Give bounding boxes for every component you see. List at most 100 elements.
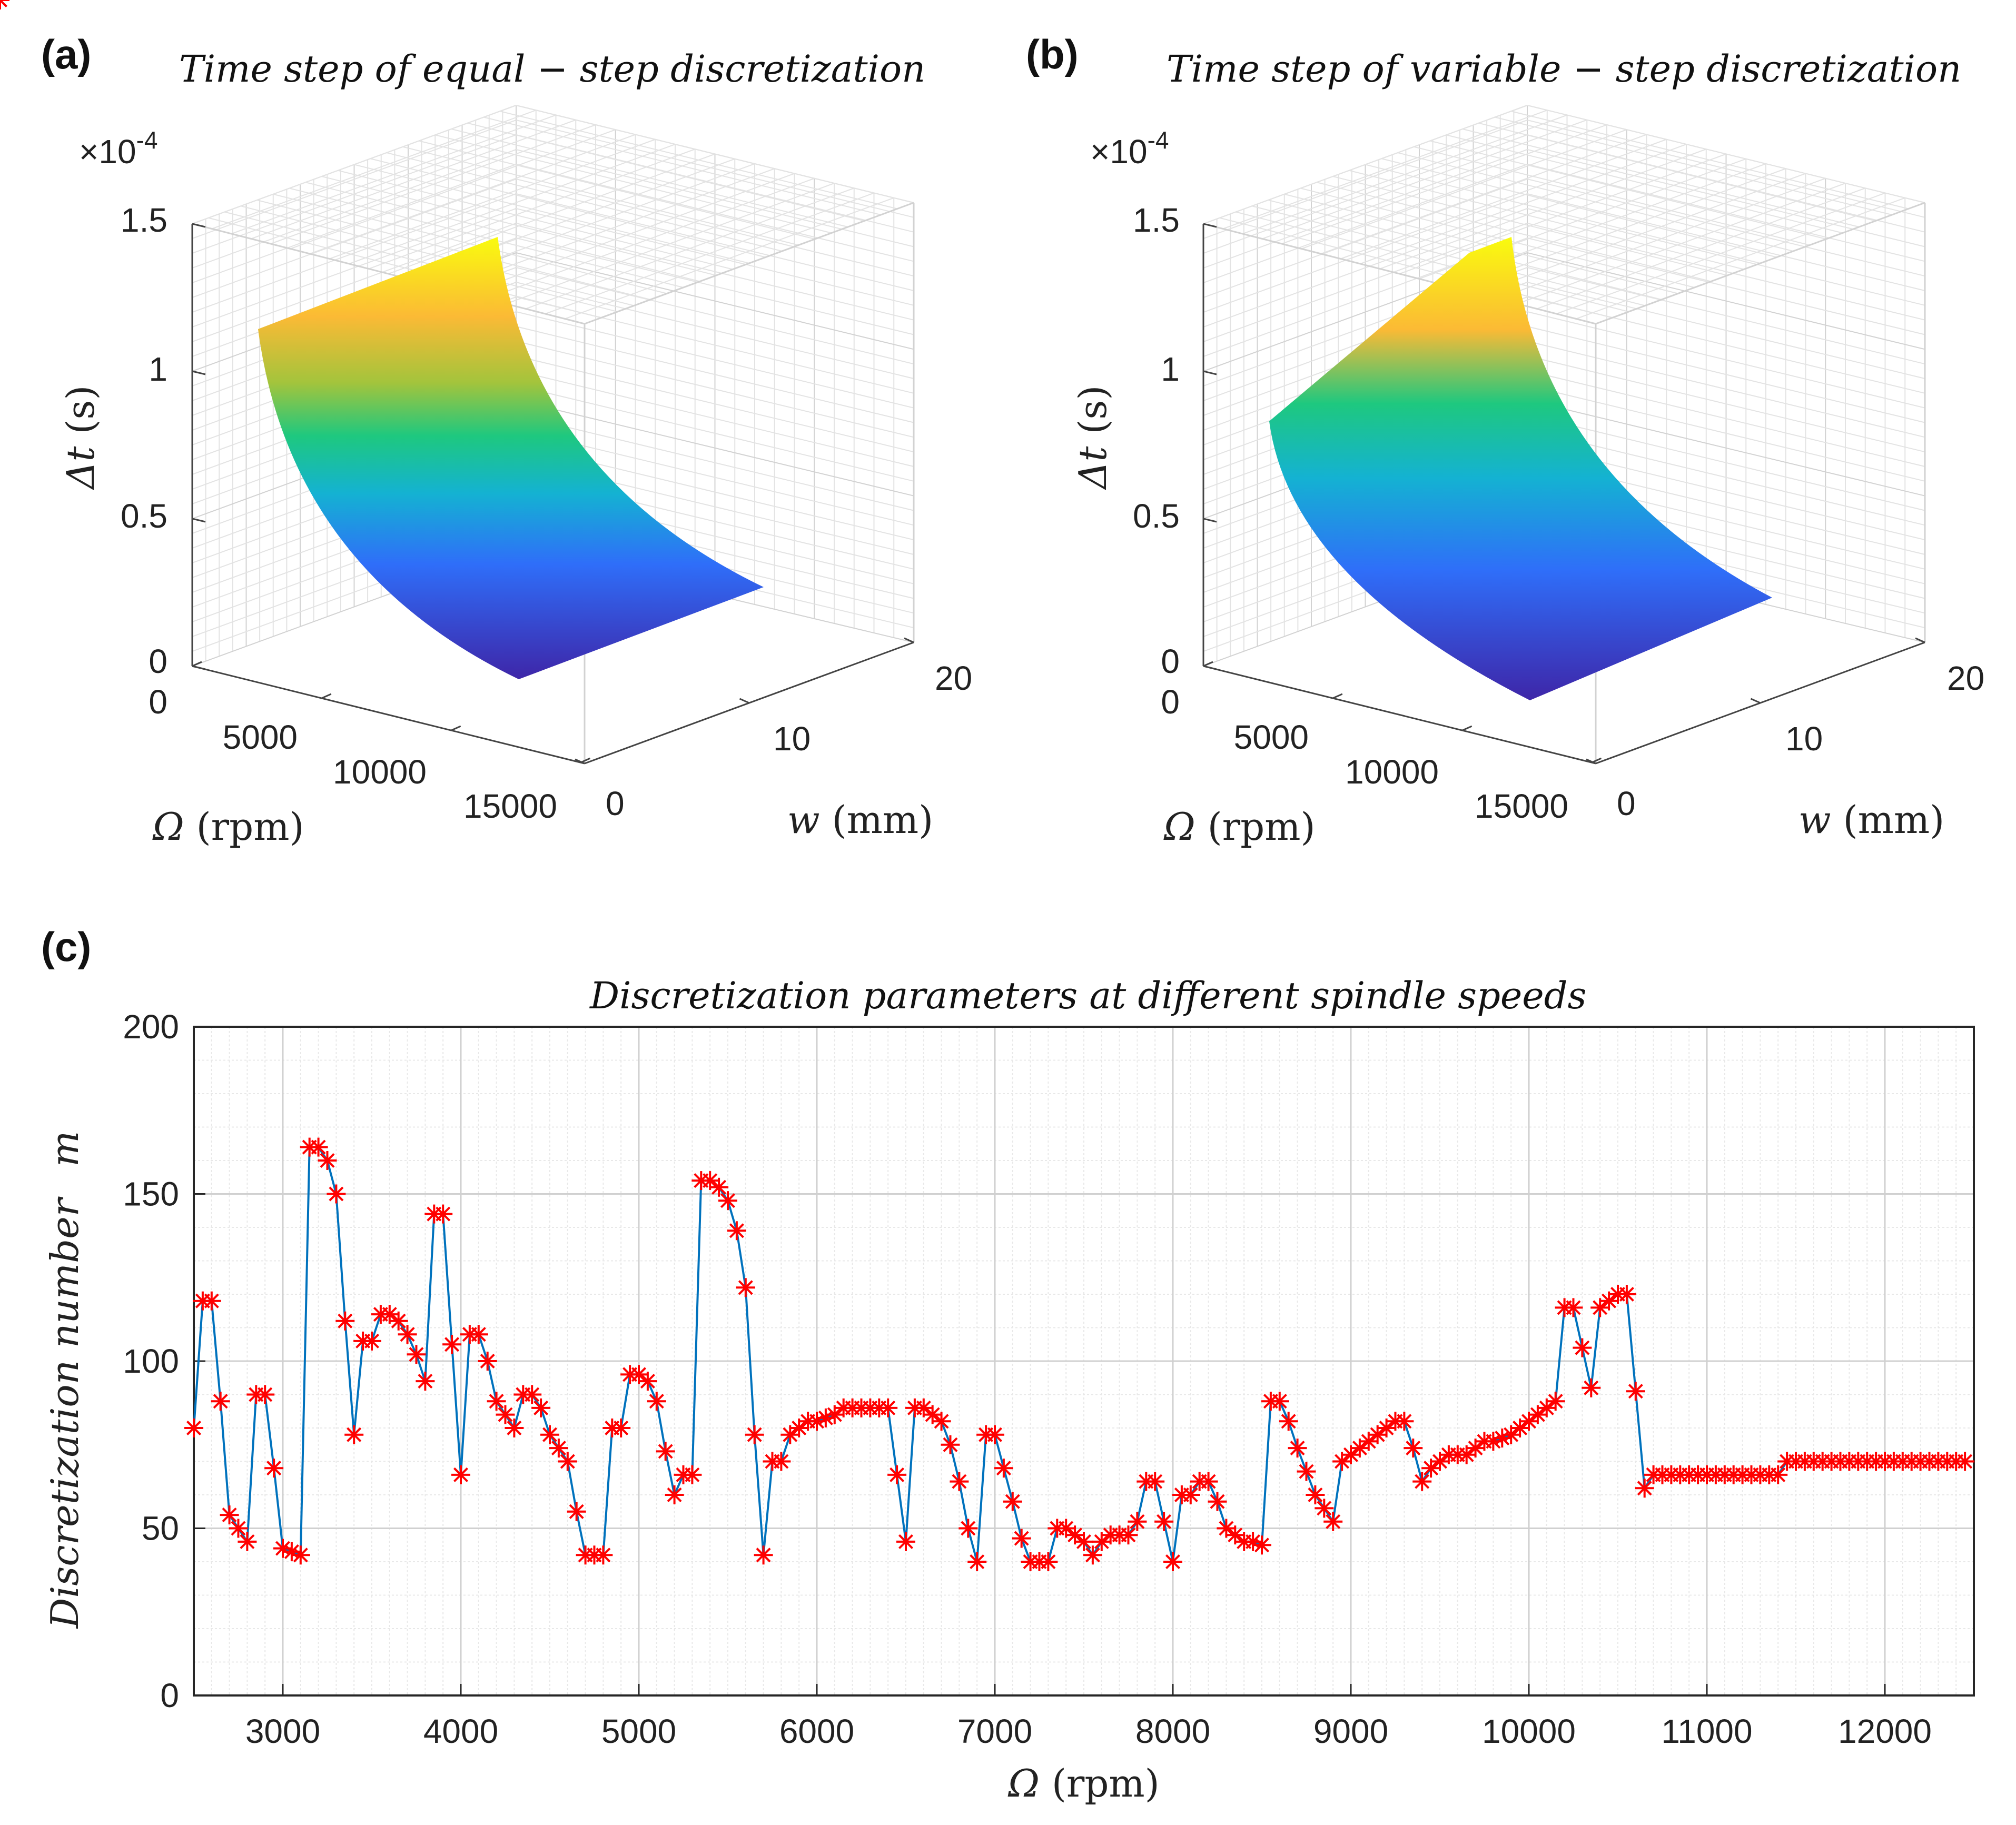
y-tick-mark <box>575 758 585 765</box>
panel-b-z-ticks: 1.5 1 0.5 0 <box>1133 201 1180 680</box>
data-point-marker <box>638 1372 657 1391</box>
x-tick-label: 8000 <box>1135 1712 1210 1750</box>
panel-a-y-ticks: 0 10 20 <box>606 659 972 822</box>
box-edge <box>192 223 585 325</box>
grid-line <box>1430 140 1826 240</box>
data-point-marker <box>887 1465 907 1484</box>
data-point-marker <box>433 1204 453 1224</box>
data-point-marker <box>487 1392 506 1411</box>
x-tick-mark <box>1332 693 1343 699</box>
x-tick-label: 10000 <box>1345 753 1439 791</box>
data-point-marker <box>469 1325 488 1344</box>
grid-line <box>1527 414 1925 511</box>
grid-line <box>516 105 914 203</box>
data-point-marker <box>1226 1525 1245 1545</box>
grid-line <box>1203 208 1528 328</box>
grid-line <box>192 149 517 269</box>
grid-line <box>1399 153 1726 274</box>
data-point-marker <box>1564 1298 1583 1317</box>
grid-line <box>1527 237 1925 335</box>
data-point-marker <box>1154 1512 1174 1531</box>
x-tick-label: 6000 <box>779 1712 854 1750</box>
data-point-marker <box>1012 1529 1031 1548</box>
series-line <box>193 1146 1965 1563</box>
data-point-marker <box>1208 1492 1227 1511</box>
data-point-marker <box>1573 1338 1592 1357</box>
data-point-marker <box>451 1465 470 1484</box>
data-point-marker <box>1163 1552 1182 1571</box>
x-tick-mark <box>451 725 461 731</box>
grid-line <box>1527 105 1925 203</box>
data-point-marker <box>1404 1439 1423 1458</box>
z-tick-mark <box>1203 665 1217 670</box>
z-tick-label: 0.5 <box>121 497 167 535</box>
panel-a-exponent: ×10-4 <box>79 126 157 171</box>
x-axis-line <box>1203 665 1596 765</box>
grid-line <box>483 116 881 215</box>
panel-a-x-axis-label: Ω (rpm) <box>152 805 304 849</box>
grid-line <box>516 400 914 497</box>
data-point-marker <box>264 1459 284 1478</box>
data-point-marker <box>754 1545 773 1565</box>
y-tick-label: 0 <box>606 785 625 822</box>
data-point-marker <box>1181 1485 1200 1504</box>
grid-line <box>516 252 914 350</box>
grid-line <box>1527 370 1925 467</box>
z-tick-mark <box>192 370 206 375</box>
x-axis-line <box>192 665 585 765</box>
panel-c-x-axis-label: Ω (rpm) <box>1007 1761 1160 1806</box>
x-tick-label: 11000 <box>1661 1712 1752 1750</box>
grid-line <box>192 223 517 342</box>
x-tick-mark <box>1203 661 1213 667</box>
box-edge <box>1203 223 1596 325</box>
grid-line <box>1527 385 1925 482</box>
data-point-marker <box>1582 1378 1601 1397</box>
grid-line <box>1576 197 1905 320</box>
data-point-marker <box>1626 1382 1645 1401</box>
data-point-marker <box>318 1151 337 1170</box>
data-point-marker <box>478 1352 497 1371</box>
data-point-marker <box>398 1325 417 1344</box>
x-tick-label: 0 <box>1161 683 1180 721</box>
y-tick-mark <box>739 698 750 704</box>
data-point-marker <box>220 1505 239 1525</box>
data-point-marker <box>1590 1298 1610 1317</box>
data-point-marker <box>1252 1535 1271 1555</box>
data-point-marker <box>1306 1485 1325 1504</box>
grid-line <box>1446 134 1843 234</box>
data-point-marker <box>1288 1439 1307 1458</box>
data-point-marker <box>709 1177 729 1197</box>
data-point-marker <box>505 1419 524 1437</box>
y-tick-label: 10 <box>1785 720 1823 758</box>
x-tick-label: 12000 <box>1838 1712 1932 1750</box>
grid-line <box>525 187 855 310</box>
grid-line <box>467 122 865 222</box>
data-point-marker <box>727 1221 746 1241</box>
z-tick-mark <box>192 223 206 228</box>
z-tick-label: 1.5 <box>121 201 167 239</box>
data-point-marker <box>1617 1285 1636 1304</box>
data-point-marker <box>736 1278 755 1297</box>
data-point-marker <box>202 1291 221 1311</box>
y-tick-label: 50 <box>142 1510 179 1548</box>
grid-line <box>1511 111 1909 210</box>
data-point-marker <box>1315 1499 1334 1518</box>
data-point-marker <box>1128 1512 1147 1531</box>
data-point-marker <box>1039 1552 1058 1571</box>
grid-line <box>516 414 914 511</box>
data-point-marker <box>647 1392 666 1411</box>
z-tick-label: 1 <box>149 350 167 388</box>
grid-line <box>565 197 894 320</box>
panel-c-grid <box>193 1026 1974 1697</box>
data-point-marker <box>309 1137 328 1157</box>
data-point-marker <box>1955 1452 1975 1471</box>
panel-b-label: (b) <box>1026 31 1079 77</box>
y-tick-label: 200 <box>123 1008 179 1046</box>
grid-line <box>192 208 517 328</box>
x-tick-mark <box>321 693 332 699</box>
grid-line <box>1203 223 1528 342</box>
data-point-marker <box>1412 1472 1432 1491</box>
x-tick-label: 4000 <box>423 1712 498 1750</box>
x-tick-label: 15000 <box>1475 787 1568 825</box>
data-point-marker <box>0 0 9 9</box>
